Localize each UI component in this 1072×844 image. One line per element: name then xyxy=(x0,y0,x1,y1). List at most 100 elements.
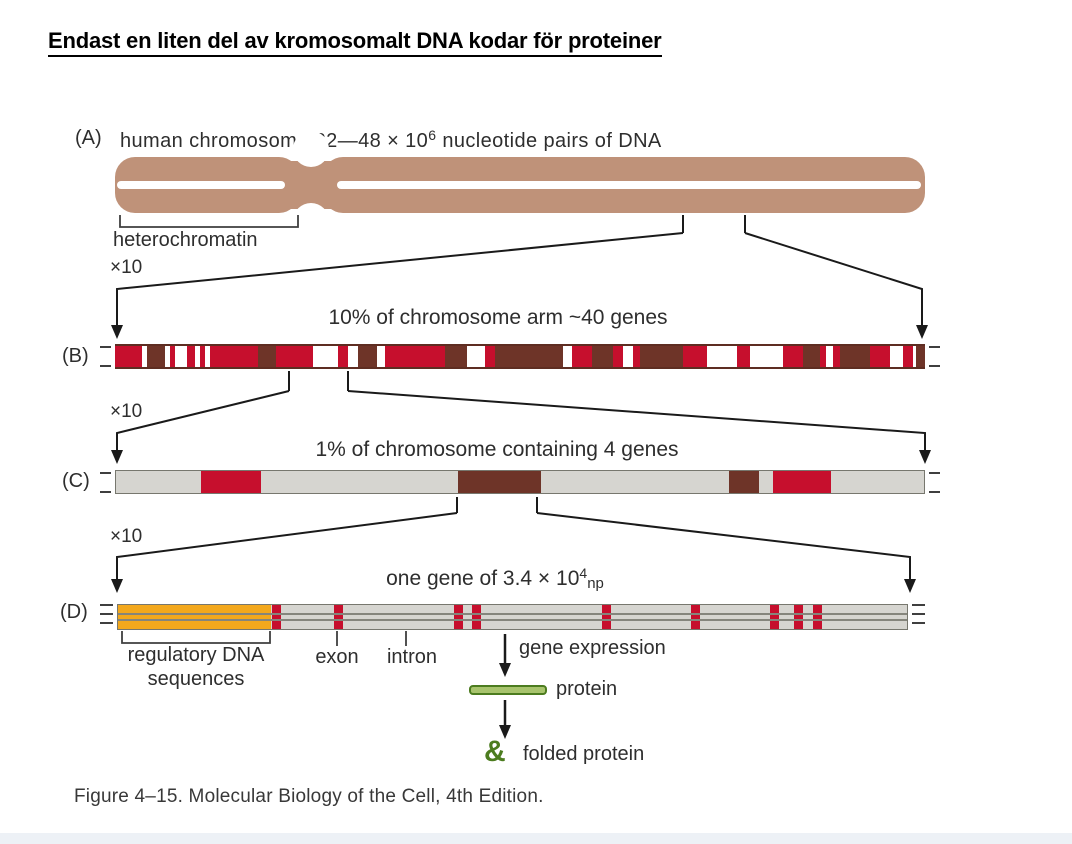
bar-segment xyxy=(445,346,467,367)
bar-segment xyxy=(613,346,623,367)
gene-bar-inner-line-2 xyxy=(118,619,907,621)
bar-segment xyxy=(467,346,485,367)
bar-segment xyxy=(276,346,313,367)
bar-segment xyxy=(258,346,276,367)
bar-segment xyxy=(592,346,613,367)
panel-a-caption: human chromosome 22—48 × 106 nucleotide … xyxy=(120,127,662,152)
bar-segment xyxy=(750,346,783,367)
bar-segment xyxy=(773,471,831,493)
bar-segment xyxy=(348,346,358,367)
bar-segment xyxy=(495,346,563,367)
bar-segment xyxy=(385,346,445,367)
arrowhead-c-left xyxy=(111,450,123,464)
exon-tick xyxy=(602,605,611,629)
bar-segment xyxy=(683,346,707,367)
arrowhead-c-right xyxy=(919,450,931,464)
bar-segment xyxy=(826,346,833,367)
bar-segment xyxy=(820,346,826,367)
heterochromatin-bracket xyxy=(119,215,299,228)
folded-protein-icon: & xyxy=(484,735,506,768)
slide-title: Endast en liten del av kromosomalt DNA k… xyxy=(48,28,662,58)
zoom-factor-label-b: ×10 xyxy=(110,257,143,278)
regulatory-dna-label-line2: sequences xyxy=(147,668,245,690)
bar-segment xyxy=(195,346,200,367)
bar-segment xyxy=(707,346,737,367)
folded-protein-label: folded protein xyxy=(523,743,645,765)
arrowhead-b-right xyxy=(916,325,928,339)
panel-c-gene-region-bar xyxy=(115,470,925,494)
protein-bar xyxy=(469,685,547,695)
bar-segment xyxy=(840,346,870,367)
panel-d-gene-bar xyxy=(117,604,908,630)
intron-label: intron xyxy=(386,646,438,668)
exon-tick xyxy=(794,605,803,629)
arrowhead-d-left xyxy=(111,579,123,593)
exon-tick xyxy=(334,605,343,629)
bar-segment xyxy=(165,346,170,367)
panel-c-caption: 1% of chromosome containing 4 genes xyxy=(315,438,679,461)
panel-a-label: (A) xyxy=(75,127,102,149)
panel-d-label: (D) xyxy=(60,601,88,623)
heterochromatin-label: heterochromatin xyxy=(113,229,258,251)
np-subscript: np xyxy=(587,575,604,592)
bar-segment xyxy=(142,346,147,367)
protein-label: protein xyxy=(556,678,618,700)
bar-segment xyxy=(147,346,165,367)
bar-segment xyxy=(200,346,205,367)
bar-segment xyxy=(458,471,541,493)
bar-segment xyxy=(338,346,348,367)
regulatory-dna-label-line1: regulatory DNA xyxy=(127,644,265,666)
exon-tick xyxy=(472,605,481,629)
bar-segment xyxy=(313,346,338,367)
bar-segment xyxy=(913,346,916,367)
exon-label: exon xyxy=(315,646,359,668)
bar-segment xyxy=(210,346,258,367)
bar-segment xyxy=(803,346,820,367)
exponent: 4 xyxy=(579,565,588,581)
bar-segment xyxy=(870,346,890,367)
bar-segment xyxy=(563,346,572,367)
bar-segment xyxy=(572,346,592,367)
bar-segment xyxy=(205,346,210,367)
gene-expression-label: gene expression xyxy=(519,637,666,659)
bar-segment xyxy=(903,346,913,367)
zoom-factor-label-c: ×10 xyxy=(110,401,143,422)
panel-b-caption: 10% of chromosome arm ~40 genes xyxy=(328,306,668,329)
gene-expression-arrowhead xyxy=(499,663,511,677)
panel-b-label: (B) xyxy=(62,345,89,367)
exon-tick xyxy=(454,605,463,629)
panel-d-caption: one gene of 3.4 × 104np xyxy=(386,565,604,592)
bar-segment xyxy=(187,346,195,367)
bar-segment xyxy=(175,346,187,367)
bar-segment xyxy=(170,346,175,367)
exponent: 6 xyxy=(428,127,437,143)
bar-segment xyxy=(118,605,271,629)
figure-caption: Figure 4–15. Molecular Biology of the Ce… xyxy=(74,786,544,807)
exon-tick xyxy=(813,605,822,629)
centromere-pinch-bottom xyxy=(293,203,329,239)
bar-segment xyxy=(358,346,377,367)
arrowhead-d-right xyxy=(904,579,916,593)
bar-segment xyxy=(201,471,261,493)
bar-segment xyxy=(377,346,385,367)
bar-segment xyxy=(640,346,683,367)
regulatory-bracket xyxy=(121,631,271,644)
slide-bottom-strip xyxy=(0,833,1072,844)
panel-b-gene-density-bar xyxy=(115,344,925,369)
bar-segment xyxy=(890,346,903,367)
arrowhead-b-left xyxy=(111,325,123,339)
exon-tick xyxy=(691,605,700,629)
bar-segment xyxy=(623,346,633,367)
bar-segment xyxy=(916,346,925,367)
bar-segment xyxy=(633,346,640,367)
bar-segment xyxy=(729,471,759,493)
gene-bar-inner-line-1 xyxy=(118,613,907,615)
bar-segment xyxy=(833,346,840,367)
exon-tick xyxy=(272,605,281,629)
zoom-factor-label-d: ×10 xyxy=(110,526,143,547)
bar-segment xyxy=(115,346,142,367)
bar-segment xyxy=(485,346,495,367)
panel-c-label: (C) xyxy=(62,470,90,492)
bar-segment xyxy=(783,346,803,367)
